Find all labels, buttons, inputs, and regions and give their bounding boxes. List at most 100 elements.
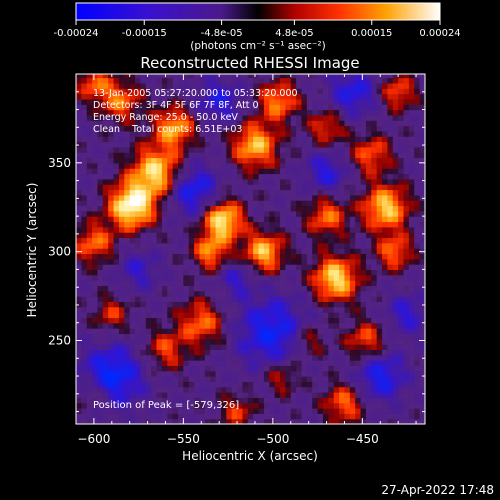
heatmap-cell <box>135 98 142 105</box>
heatmap-cell <box>76 285 82 292</box>
heatmap-cell <box>258 381 265 388</box>
heatmap-cell <box>290 237 297 244</box>
heatmap-cell <box>398 232 405 239</box>
heatmap-cell <box>263 258 270 265</box>
heatmap-cell <box>322 136 329 143</box>
heatmap-cell <box>81 125 88 132</box>
heatmap-cell <box>328 77 335 84</box>
heatmap-cell <box>387 162 394 169</box>
heatmap-cell <box>161 226 168 233</box>
heatmap-cell <box>172 290 179 297</box>
heatmap-cell <box>86 306 93 313</box>
heatmap-cell <box>317 408 324 414</box>
heatmap-cell <box>382 168 389 175</box>
heatmap-cell <box>290 306 297 313</box>
heatmap-cell <box>419 221 425 228</box>
heatmap-cell <box>360 82 367 89</box>
heatmap-cell <box>408 221 415 228</box>
heatmap-cell <box>178 200 184 207</box>
heatmap-cell <box>118 338 125 345</box>
heatmap-cell <box>387 290 394 297</box>
heatmap-cell <box>118 274 125 281</box>
heatmap-cell <box>113 178 120 185</box>
heatmap-cell <box>403 237 410 244</box>
heatmap-cell <box>210 376 217 382</box>
heatmap-cell <box>215 344 222 350</box>
heatmap-cell <box>414 274 421 281</box>
heatmap-cell <box>113 328 120 334</box>
heatmap-cell <box>135 344 142 350</box>
heatmap-cell <box>253 93 260 100</box>
heatmap-cell <box>161 376 168 382</box>
heatmap-cell <box>92 392 99 398</box>
heatmap-cell <box>285 365 292 372</box>
y-axis-label: Heliocentric Y (arcsec) <box>25 183 39 318</box>
heatmap-cell <box>172 344 179 350</box>
heatmap-cell <box>242 98 249 105</box>
heatmap-cell <box>151 146 158 153</box>
heatmap-cell <box>220 109 227 116</box>
heatmap-cell <box>301 386 308 393</box>
heatmap-cell <box>129 120 136 127</box>
heatmap-cell <box>86 296 93 303</box>
heatmap-cell <box>392 413 399 420</box>
heatmap-cell <box>414 98 421 105</box>
heatmap-cell <box>81 365 88 372</box>
heatmap-cell <box>167 290 174 297</box>
heatmap-cell <box>408 328 415 334</box>
heatmap-cell <box>408 226 415 233</box>
heatmap-cell <box>220 258 227 265</box>
heatmap-cell <box>242 365 249 372</box>
heatmap-cell <box>382 104 389 111</box>
heatmap-cell <box>274 136 281 143</box>
heatmap-cell <box>301 88 308 95</box>
heatmap-cell <box>108 381 115 388</box>
heatmap-cell <box>285 82 292 89</box>
heatmap-cell <box>231 301 238 308</box>
heatmap-cell <box>312 280 319 287</box>
heatmap-cell <box>371 365 378 372</box>
heatmap-cell <box>403 104 410 111</box>
heatmap-cell <box>92 152 99 159</box>
heatmap-cell <box>328 264 335 271</box>
heatmap-cell <box>237 189 244 196</box>
heatmap-cell <box>178 354 184 361</box>
heatmap-cell <box>145 402 152 409</box>
heatmap-cell <box>140 184 147 191</box>
heatmap-cell <box>408 408 415 414</box>
heatmap-cell <box>108 221 115 228</box>
heatmap-cell <box>269 285 276 292</box>
heatmap-cell <box>317 397 324 404</box>
heatmap-cell <box>237 301 244 308</box>
heatmap-cell <box>414 376 421 382</box>
heatmap-cell <box>365 168 372 175</box>
heatmap-cell <box>97 360 104 366</box>
heatmap-cell <box>102 109 109 116</box>
heatmap-cell <box>97 178 104 185</box>
heatmap-cell <box>183 306 190 313</box>
heatmap-cell <box>398 408 405 414</box>
heatmap-cell <box>360 418 367 424</box>
heatmap-cell <box>81 386 88 393</box>
heatmap-cell <box>135 285 142 292</box>
heatmap-cell <box>86 402 93 409</box>
heatmap-cell <box>349 264 356 271</box>
heatmap-cell <box>167 354 174 361</box>
heatmap-cell <box>322 413 329 420</box>
heatmap-cell <box>328 408 335 414</box>
heatmap-cell <box>296 280 303 287</box>
heatmap-cell <box>355 130 362 137</box>
heatmap-cell <box>312 237 319 244</box>
heatmap-cell <box>360 136 367 143</box>
heatmap-cell <box>349 333 356 340</box>
heatmap-cell <box>317 114 324 121</box>
heatmap-cell <box>258 285 265 292</box>
heatmap-cell <box>129 280 136 287</box>
heatmap-cell <box>280 392 286 398</box>
heatmap-cell <box>151 344 158 350</box>
heatmap-cell <box>183 274 190 281</box>
heatmap-cell <box>376 88 383 95</box>
heatmap-cell <box>344 205 351 212</box>
heatmap-cell <box>97 130 104 137</box>
heatmap-cell <box>419 237 425 244</box>
